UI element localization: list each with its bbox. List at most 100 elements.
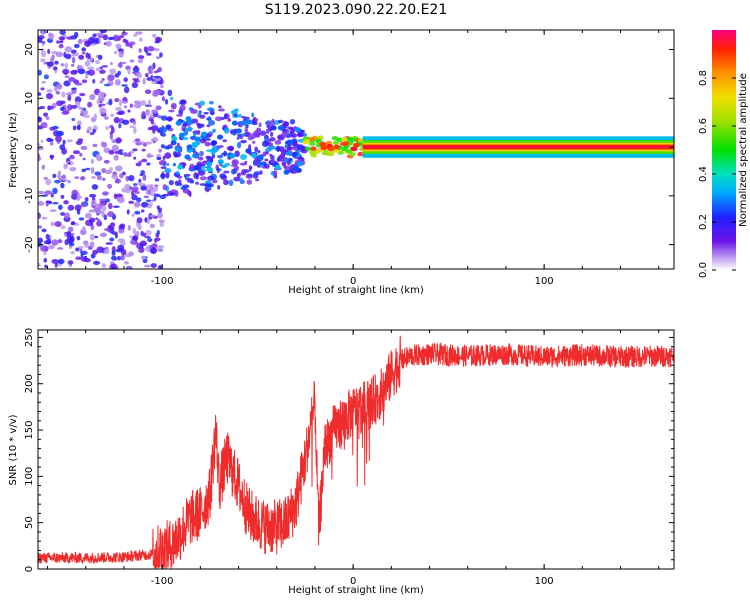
heatmap-cell — [38, 201, 45, 206]
heatmap-cell — [99, 80, 104, 84]
heatmap-cell — [257, 155, 264, 161]
heatmap-cell — [252, 159, 258, 166]
heatmap-cell — [79, 92, 86, 97]
heatmap-cell — [78, 54, 85, 60]
colorbar-tick-label: 0.4 — [698, 166, 709, 182]
snr-x-tick-label: 100 — [535, 576, 554, 587]
heatmap-cell — [357, 138, 365, 143]
heatmap-cell — [92, 33, 97, 38]
heatmap-cell — [153, 70, 159, 74]
heatmap-cell — [84, 196, 89, 202]
heatmap-cell — [234, 150, 240, 158]
heatmap-cell — [289, 119, 296, 125]
heatmap-cell — [222, 139, 228, 143]
heatmap-cell — [254, 146, 259, 153]
heatmap-cell — [255, 178, 260, 182]
heatmap-cell — [93, 260, 101, 266]
heatmap-cell — [127, 109, 131, 113]
heatmap-cell — [165, 124, 172, 130]
heatmap-cell — [85, 52, 89, 59]
heatmap-cell — [121, 84, 128, 87]
heatmap-cell — [210, 148, 216, 155]
heatmap-cell — [77, 65, 83, 70]
heatmap-cell — [126, 152, 132, 157]
heatmap-cell — [109, 133, 113, 140]
heatmap-cell — [69, 154, 75, 160]
heatmap-cell — [126, 209, 130, 215]
heatmap-cell — [144, 89, 152, 95]
heatmap-cell — [54, 86, 58, 92]
heatmap-cell — [135, 141, 142, 146]
heatmap-cell — [101, 78, 105, 81]
heatmap-cell — [101, 65, 108, 68]
heatmap-cell — [134, 65, 139, 70]
figure-title: S119.2023.090.22.20.E21 — [265, 2, 448, 18]
heatmap-cell — [132, 120, 137, 125]
heatmap-cell — [84, 73, 89, 79]
heatmap-cell — [76, 197, 81, 201]
heatmap-cell — [120, 254, 125, 261]
heatmap-cell — [103, 147, 111, 154]
heatmap-cell — [159, 52, 163, 58]
heatmap-cell — [49, 141, 54, 146]
heatmap-cell — [121, 31, 128, 36]
heatmap-cell — [310, 146, 317, 151]
heatmap-cell — [192, 153, 199, 159]
heatmap-cell — [164, 98, 169, 105]
heatmap-cell — [93, 37, 99, 42]
heatmap-cell — [46, 89, 53, 93]
heatmap-cell — [336, 137, 343, 143]
heatmap-cell — [112, 205, 120, 209]
heatmap-y-tick-label: -20 — [24, 236, 35, 252]
heatmap-cell — [113, 116, 120, 124]
heatmap-cell — [66, 230, 72, 238]
heatmap-cell — [38, 37, 43, 43]
heatmap-cell — [280, 132, 287, 138]
heatmap-cell — [284, 128, 290, 134]
colorbar-ticks: 0.0 0.2 0.4 0.6 0.8 — [698, 70, 736, 278]
heatmap-x-ticks: -100 0 100 — [47, 30, 660, 287]
heatmap-cell — [241, 169, 247, 173]
heatmap-cell — [109, 68, 117, 75]
heatmap-cell — [43, 257, 48, 263]
heatmap-cell — [204, 141, 211, 147]
heatmap-cell — [228, 145, 234, 152]
heatmap-cell — [50, 154, 54, 160]
heatmap-cell — [143, 232, 147, 238]
heatmap-cell — [74, 31, 79, 38]
heatmap-cell — [38, 143, 41, 146]
heatmap-cell — [146, 77, 153, 81]
heatmap-cell — [141, 255, 147, 260]
heatmap-cell — [174, 190, 179, 197]
heatmap-cell — [147, 238, 153, 243]
heatmap-cell — [176, 142, 180, 148]
heatmap-cell — [245, 131, 252, 137]
heatmap-cell — [285, 133, 291, 139]
heatmap-cell — [150, 65, 154, 72]
heatmap-cell — [269, 158, 276, 164]
heatmap-x-tick-label: 0 — [350, 276, 356, 287]
heatmap-cell — [81, 79, 88, 84]
heatmap-cell — [150, 202, 153, 206]
heatmap-cell — [198, 100, 206, 106]
heatmap-cell — [57, 258, 65, 265]
heatmap-cell — [192, 142, 199, 148]
heatmap-cell — [96, 246, 104, 253]
colorbar-tick-label: 0.0 — [698, 262, 709, 278]
heatmap-cell — [240, 120, 247, 126]
snr-y-tick-label: 0 — [24, 566, 35, 572]
heatmap-cell — [111, 144, 119, 152]
heatmap-cell — [206, 117, 212, 121]
heatmap-cell — [286, 147, 293, 151]
heatmap-cell — [297, 138, 305, 143]
heatmap-cell — [52, 66, 58, 71]
heatmap-cell — [78, 217, 85, 221]
heatmap-cell — [101, 141, 105, 146]
heatmap-cell — [133, 127, 137, 134]
heatmap-cell — [45, 116, 50, 120]
heatmap-cell — [38, 155, 41, 162]
heatmap-cell — [219, 173, 227, 179]
heatmap-cell — [234, 113, 238, 117]
heatmap-cell — [114, 73, 120, 78]
heatmap-cell — [153, 193, 161, 198]
